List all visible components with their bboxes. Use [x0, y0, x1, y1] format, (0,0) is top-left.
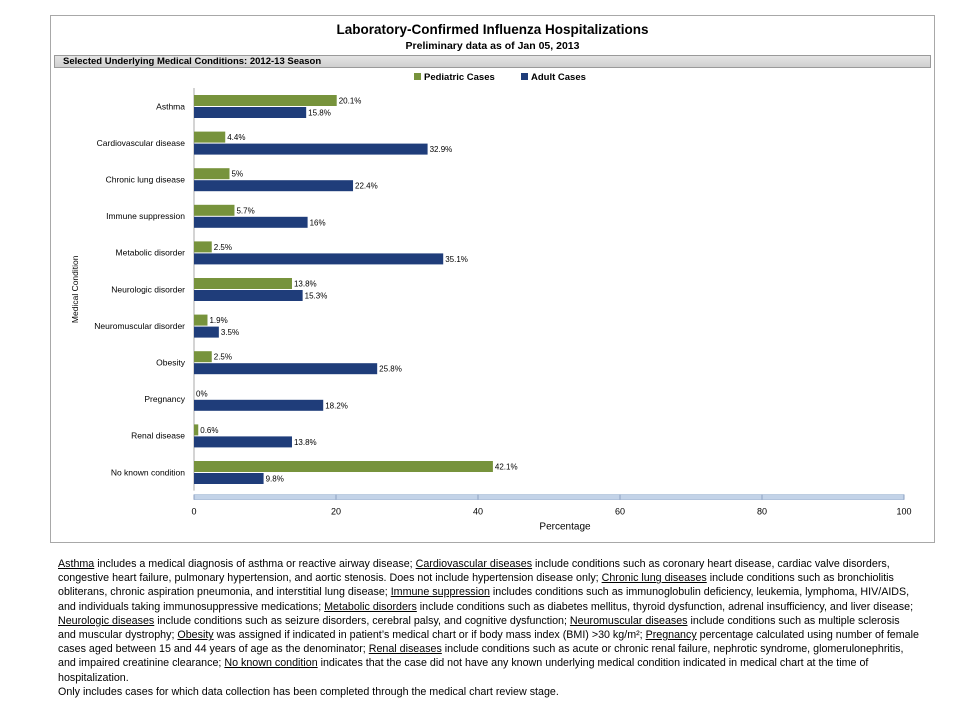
x-tick-label: 40 [473, 507, 483, 517]
footnote-term: Obesity [177, 629, 214, 642]
data-label-adult: 22.4% [355, 182, 378, 191]
category-label: Pregnancy [144, 394, 185, 404]
x-tick-label: 20 [331, 507, 341, 517]
category-label: Asthma [156, 101, 185, 111]
footnote-text: was assigned if indicated in patient’s m… [213, 629, 646, 642]
bar-adult [194, 290, 303, 301]
category-label: Obesity [156, 358, 186, 368]
data-label-pediatric: 0.6% [200, 426, 218, 435]
footnote-text: include conditions such as seizure disor… [154, 614, 570, 627]
data-label-adult: 9.8% [266, 475, 284, 484]
x-tick-label: 100 [896, 507, 911, 517]
x-tick-label: 80 [757, 507, 767, 517]
x-tick-label: 0 [191, 507, 196, 517]
data-label-pediatric: 2.5% [214, 243, 232, 252]
footnote-text: include conditions such as bronchiolitis… [58, 572, 894, 599]
category-label: Immune suppression [106, 211, 185, 221]
legend-label-pediatric: Pediatric Cases [424, 72, 495, 83]
footnote-term: Metabolic disorders [324, 600, 417, 613]
bar-pediatric [194, 314, 208, 326]
data-label-adult: 18.2% [325, 401, 348, 410]
footnote-text: include conditions such as multiple scle… [58, 614, 900, 642]
bar-pediatric [194, 131, 226, 143]
chart-subtitle: Preliminary data as of Jan 05, 2013 [405, 40, 580, 52]
category-label: Neurologic disorder [111, 284, 185, 294]
data-label-pediatric: 42.1% [495, 463, 518, 472]
footnote-text: percentage calculated using number of fe… [58, 629, 919, 656]
data-label-pediatric: 5.7% [236, 206, 254, 215]
data-label-pediatric: 5% [232, 170, 244, 179]
footnote-text: include conditions such as diabetes mell… [416, 600, 914, 613]
category-label: Metabolic disorder [116, 248, 186, 258]
bar-adult [194, 216, 308, 228]
bar-chart: Pediatric Cases Adult Cases Medical Condit… [70, 72, 912, 533]
bar-adult [194, 326, 219, 338]
data-label-pediatric: 13.8% [294, 280, 317, 289]
data-label-adult: 32.9% [430, 145, 453, 154]
chart-frame: Laboratory-Confirmed Influenza Hospitali… [50, 15, 935, 543]
bar-adult [194, 436, 292, 448]
footnote-term: Immune suppression [390, 586, 490, 599]
footnote-term: Asthma [58, 558, 95, 570]
footnote-last-line: Only includes cases for which data colle… [58, 685, 559, 698]
bar-adult [194, 180, 354, 192]
bar-adult [194, 253, 444, 265]
category-label: Cardiovascular disease [97, 138, 186, 148]
legend-swatch-pediatric [414, 73, 421, 80]
bar-pediatric [194, 204, 235, 216]
panel-header: Selected Underlying Medical Conditions: … [54, 55, 931, 68]
footnote-text: includes conditions such as immunoglobul… [58, 586, 910, 613]
bar-adult [194, 143, 428, 155]
data-label-pediatric: 20.1% [339, 97, 362, 106]
bar-pediatric [194, 278, 292, 289]
footnote-term: Pregnancy [645, 629, 697, 642]
footnote-text: indicates that the case did not have any… [58, 657, 869, 684]
x-axis-title: Percentage [539, 522, 591, 533]
bar-adult [194, 107, 307, 118]
data-label-adult: 3.5% [221, 328, 239, 337]
bar-pediatric [194, 241, 212, 253]
bar-pediatric [194, 351, 212, 363]
footnote-term: Renal diseases [368, 643, 442, 656]
data-label-pediatric: 2.5% [214, 353, 232, 362]
legend-swatch-adult [521, 73, 528, 80]
category-label: Chronic lung disease [106, 175, 186, 185]
category-label: Neuromuscular disorder [94, 321, 185, 331]
footnote-term: No known condition [224, 657, 318, 670]
data-label-adult: 15.8% [308, 109, 331, 118]
data-label-pediatric: 0% [196, 389, 208, 398]
category-label: Renal disease [131, 431, 185, 441]
bar-pediatric [194, 168, 230, 180]
bar-adult [194, 399, 324, 411]
footnote-paragraph: Asthma includes a medical diagnosis of a… [58, 557, 920, 685]
x-tick-label: 60 [615, 507, 625, 517]
footnotes: Asthma includes a medical diagnosis of a… [58, 557, 920, 699]
chart-title: Laboratory-Confirmed Influenza Hospitali… [336, 22, 649, 37]
data-label-adult: 15.3% [305, 292, 328, 301]
data-label-adult: 25.8% [379, 365, 402, 374]
footnote-term: Cardiovascular diseases [415, 558, 533, 570]
category-label: No known condition [111, 467, 185, 477]
bar-pediatric [194, 424, 199, 436]
data-label-adult: 13.8% [294, 438, 317, 447]
bar-adult [194, 473, 264, 484]
legend-label-adult: Adult Cases [531, 72, 586, 83]
data-label-pediatric: 4.4% [227, 133, 245, 142]
footnote-term: Chronic lung diseases [601, 572, 707, 585]
footnote-term: Neuromuscular diseases [569, 614, 688, 627]
footnote-text: include conditions such as coronary hear… [58, 558, 890, 585]
x-axis-band [193, 494, 905, 500]
data-label-pediatric: 1.9% [209, 316, 227, 325]
bar-adult [194, 363, 378, 375]
footnote-term: Neurologic diseases [58, 614, 155, 627]
footnote-text: include conditions such as acute or chro… [58, 643, 904, 670]
bar-pediatric [194, 95, 337, 106]
y-axis-title: Medical Condition [70, 255, 80, 323]
data-label-adult: 16% [310, 218, 326, 227]
bar-pediatric [194, 461, 493, 472]
data-label-adult: 35.1% [445, 255, 468, 264]
footnote-text: includes a medical diagnosis of asthma o… [94, 558, 416, 570]
